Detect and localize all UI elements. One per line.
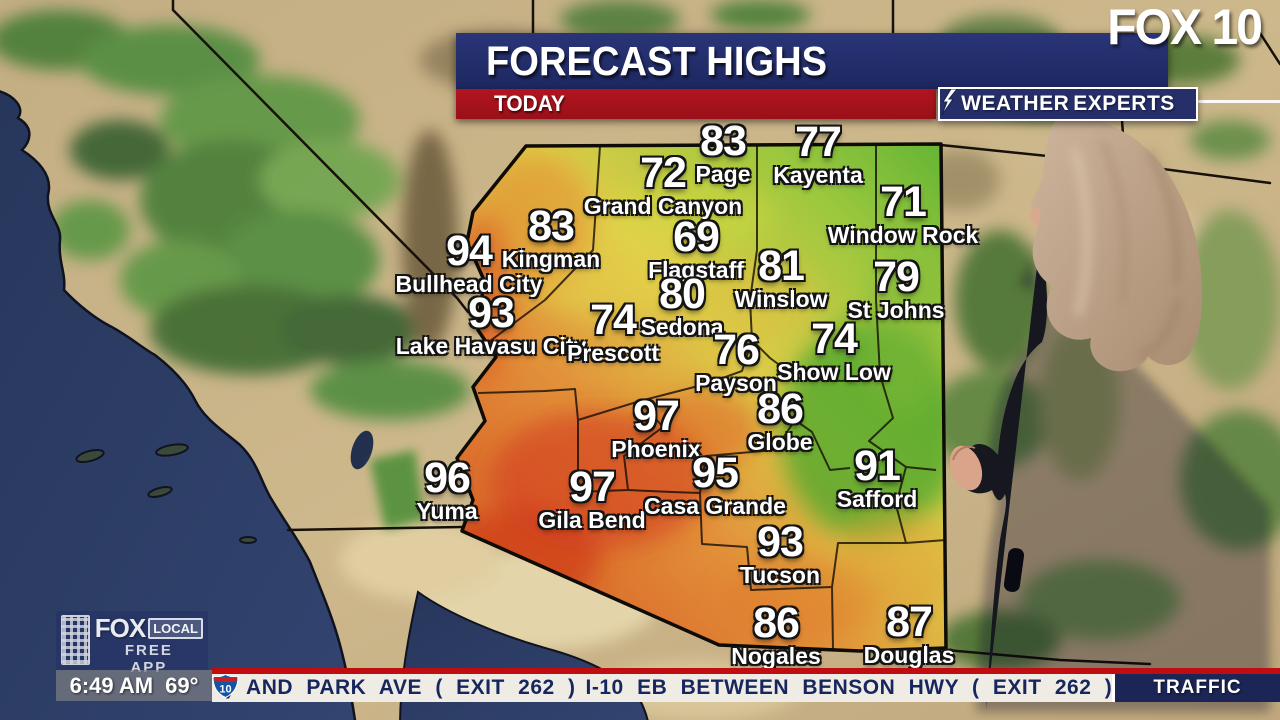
watermark-fox-label: FOX bbox=[94, 613, 146, 643]
page-title: FORECAST HIGHS bbox=[486, 37, 828, 84]
headline-banner: FORECAST HIGHS bbox=[456, 33, 1168, 89]
current-time: 6:49 AM bbox=[69, 672, 154, 698]
pacific-ocean bbox=[0, 90, 357, 720]
lightning-bolt-icon bbox=[941, 89, 957, 115]
subtitle-banner: TODAY bbox=[456, 89, 936, 119]
time-temperature-bug: 6:49 AM 69° bbox=[56, 670, 212, 701]
svg-text:10: 10 bbox=[219, 684, 231, 696]
watermark-free-label: FREE bbox=[124, 642, 173, 659]
fox10-logo: FOX 10 bbox=[1106, 0, 1263, 55]
presenter-hair bbox=[1031, 117, 1203, 372]
current-temperature: 69° bbox=[165, 672, 199, 698]
weather-experts-badge: WEATHER EXPERTS bbox=[938, 87, 1198, 121]
subtitle: TODAY bbox=[494, 91, 565, 116]
fox-local-watermark: FOX LOCAL FREE APP bbox=[56, 611, 208, 675]
qr-code-icon bbox=[61, 615, 90, 665]
ticker-text-1: ) AND PARK AVE ( EXIT 262 ) bbox=[226, 676, 576, 699]
traffic-label: TRAFFIC bbox=[1153, 677, 1242, 698]
badge-weather-label: WEATHER bbox=[961, 92, 1070, 115]
presenter-hand bbox=[949, 445, 983, 491]
ticker-text-2: I-10 EB BETWEEN BENSON HWY ( EXIT 262 ) … bbox=[585, 676, 1112, 699]
ticker-top-stripe bbox=[212, 668, 1280, 674]
interstate-10-shield-icon: 10 bbox=[212, 674, 239, 698]
presenter-clicker bbox=[1003, 548, 1025, 592]
traffic-ticker: ) AND PARK AVE ( EXIT 262 ) 10 I-10 EB B… bbox=[212, 674, 1112, 702]
badge-extension-line bbox=[1198, 100, 1280, 103]
watermark-local-label: LOCAL bbox=[148, 617, 203, 639]
traffic-label-box: TRAFFIC bbox=[1112, 674, 1280, 702]
presenter-body bbox=[958, 240, 1280, 710]
badge-experts-label: EXPERTS bbox=[1073, 92, 1175, 115]
